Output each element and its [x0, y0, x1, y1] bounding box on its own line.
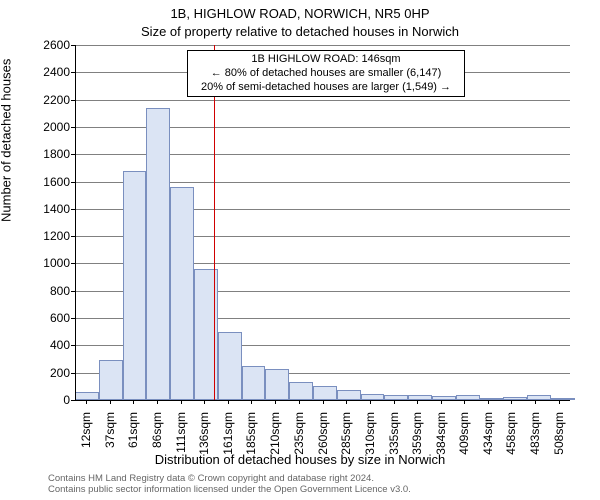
- y-tick-mark: [71, 345, 75, 346]
- y-tick-mark: [71, 154, 75, 155]
- chart-container: 1B, HIGHLOW ROAD, NORWICH, NR5 0HP Size …: [0, 0, 600, 500]
- annotation-line-2: ← 80% of detached houses are smaller (6,…: [192, 67, 460, 81]
- property-marker-line: [214, 45, 215, 400]
- x-tick-mark: [251, 400, 252, 404]
- y-tick-mark: [71, 373, 75, 374]
- histogram-bar: [265, 369, 289, 400]
- y-tick-mark: [71, 263, 75, 264]
- credit-text: Contains HM Land Registry data © Crown c…: [48, 474, 411, 496]
- x-tick-mark: [204, 400, 205, 404]
- histogram-bar: [146, 108, 170, 400]
- y-tick-label: 2400: [30, 65, 70, 79]
- y-tick-label: 1200: [30, 229, 70, 243]
- y-tick-label: 1400: [30, 202, 70, 216]
- y-axis-line: [75, 45, 76, 400]
- x-tick-mark: [228, 400, 229, 404]
- x-tick-mark: [299, 400, 300, 404]
- y-tick-label: 1000: [30, 256, 70, 270]
- y-tick-label: 800: [30, 284, 70, 298]
- y-tick-mark: [71, 127, 75, 128]
- histogram-bar: [313, 386, 337, 400]
- histogram-bar: [170, 187, 194, 400]
- x-tick-mark: [417, 400, 418, 404]
- y-tick-mark: [71, 182, 75, 183]
- x-tick-mark: [370, 400, 371, 404]
- y-tick-label: 200: [30, 366, 70, 380]
- annotation-line-1: 1B HIGHLOW ROAD: 146sqm: [192, 53, 460, 67]
- chart-title-address: 1B, HIGHLOW ROAD, NORWICH, NR5 0HP: [0, 6, 600, 21]
- x-tick-mark: [464, 400, 465, 404]
- x-tick-mark: [394, 400, 395, 404]
- x-tick-mark: [441, 400, 442, 404]
- y-tick-mark: [71, 291, 75, 292]
- histogram-bar: [99, 360, 123, 400]
- y-axis-title: Number of detached houses: [0, 59, 14, 222]
- y-tick-mark: [71, 400, 75, 401]
- y-tick-label: 400: [30, 338, 70, 352]
- x-tick-mark: [157, 400, 158, 404]
- histogram-bar: [242, 366, 266, 400]
- plot-area: 1B HIGHLOW ROAD: 146sqm← 80% of detached…: [75, 45, 570, 400]
- y-tick-mark: [71, 100, 75, 101]
- y-tick-mark: [71, 209, 75, 210]
- x-tick-mark: [511, 400, 512, 404]
- x-tick-mark: [559, 400, 560, 404]
- x-tick-mark: [535, 400, 536, 404]
- x-tick-mark: [275, 400, 276, 404]
- chart-subtitle: Size of property relative to detached ho…: [0, 24, 600, 39]
- y-tick-mark: [71, 318, 75, 319]
- histogram-bar: [337, 390, 361, 400]
- y-tick-mark: [71, 72, 75, 73]
- y-tick-label: 1600: [30, 175, 70, 189]
- y-tick-mark: [71, 45, 75, 46]
- histogram-bar: [75, 392, 99, 400]
- grid-line: [75, 45, 570, 46]
- x-tick-mark: [323, 400, 324, 404]
- credit-line-2: Contains public sector information licen…: [48, 485, 411, 496]
- x-tick-mark: [346, 400, 347, 404]
- y-tick-label: 2200: [30, 93, 70, 107]
- property-annotation-box: 1B HIGHLOW ROAD: 146sqm← 80% of detached…: [187, 50, 465, 97]
- x-tick-mark: [86, 400, 87, 404]
- x-tick-mark: [110, 400, 111, 404]
- x-tick-mark: [181, 400, 182, 404]
- y-tick-label: 2600: [30, 38, 70, 52]
- y-tick-mark: [71, 236, 75, 237]
- x-axis-title: Distribution of detached houses by size …: [0, 452, 600, 467]
- y-tick-label: 600: [30, 311, 70, 325]
- y-tick-label: 2000: [30, 120, 70, 134]
- annotation-line-3: 20% of semi-detached houses are larger (…: [192, 81, 460, 95]
- y-tick-label: 1800: [30, 147, 70, 161]
- x-tick-mark: [488, 400, 489, 404]
- grid-line: [75, 100, 570, 101]
- histogram-bar: [218, 332, 242, 400]
- x-tick-mark: [133, 400, 134, 404]
- y-tick-label: 0: [30, 393, 70, 407]
- histogram-bar: [289, 382, 313, 400]
- histogram-bar: [123, 171, 147, 400]
